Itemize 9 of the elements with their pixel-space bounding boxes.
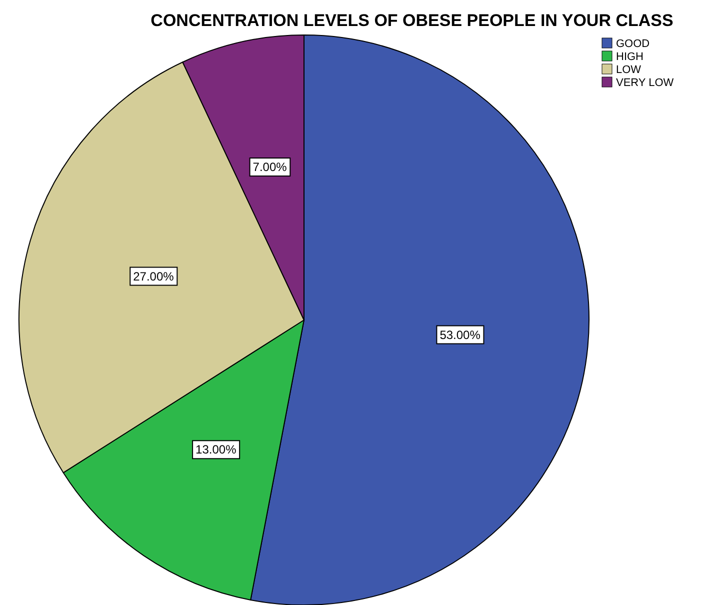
chart-title: CONCENTRATION LEVELS OF OBESE PEOPLE IN YOUR CLASS (150, 11, 674, 30)
data-label: 7.00% (252, 160, 288, 174)
legend-label: VERY LOW (616, 77, 674, 89)
data-label: 53.00% (440, 328, 481, 342)
data-label: 27.00% (133, 269, 174, 284)
legend-label: HIGH (616, 51, 644, 63)
legend-label: GOOD (616, 38, 650, 50)
legend-label: LOW (616, 64, 642, 76)
data-label: 13.00% (196, 442, 237, 457)
